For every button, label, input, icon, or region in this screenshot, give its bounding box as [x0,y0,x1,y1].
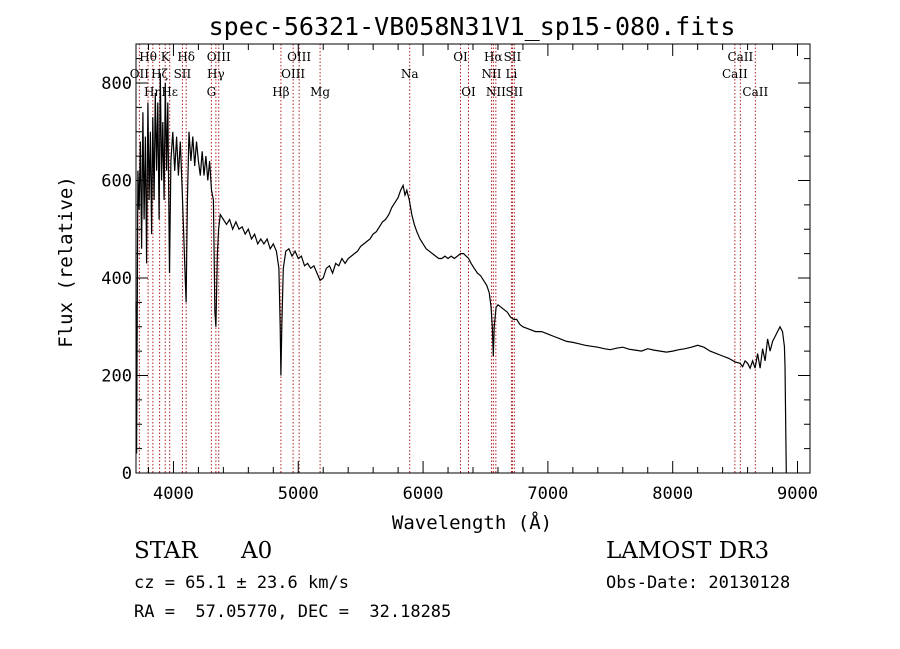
plot-frame [135,43,811,474]
line-label-19: NII [481,67,501,81]
line-label-7: Hδ [177,50,195,64]
y-tick-label-400: 400 [101,269,132,289]
line-label-12: OIII [287,50,311,64]
y-tick-label-200: 200 [101,367,132,387]
line-label-24: CaII [727,50,753,64]
spectrum-series-line [135,73,787,474]
line-label-16: OI [453,50,468,64]
y-axis-ticks: 0 200 400 600 800 [101,58,810,484]
line-label-5: Hε [161,85,178,99]
line-label-6: SII [174,67,192,81]
line-label-10: G [207,85,217,99]
x-tick-label-9000: 9000 [777,484,818,504]
redshift-velocity: cz = 65.1 ± 23.6 km/s [134,573,349,593]
line-label-9: Hγ [207,67,225,81]
line-label-15: Na [401,67,419,81]
line-label-26: CaII [742,85,768,99]
line-label-17: OI [461,85,476,99]
x-tick-label-8000: 8000 [652,484,693,504]
object-subclass: A0 [241,538,273,564]
line-label-11: Hβ [272,85,289,99]
y-tick-label-0: 0 [122,464,132,484]
line-label-13: OIII [281,67,305,81]
x-tick-label-4000: 4000 [153,484,194,504]
line-label-4: K [161,50,171,64]
line-label-25: CaII [722,67,748,81]
sky-coordinates: RA = 57.05770, DEC = 32.18285 [134,602,452,622]
line-label-20: NII [486,85,506,99]
x-tick-label-6000: 6000 [403,484,444,504]
line-label-8: OIII [207,50,231,64]
y-axis-label: Flux (relative) [55,176,77,348]
line-label-22: Li [506,67,518,81]
observation-date: Obs-Date: 20130128 [606,573,791,593]
line-label-0: Hθ [139,50,157,64]
x-tick-label-7000: 7000 [527,484,568,504]
spectral-line-markers [138,44,756,473]
x-axis-ticks: 4000 5000 6000 7000 8000 9000 [147,44,818,504]
line-label-18: Hα [484,50,503,64]
y-tick-label-800: 800 [101,74,132,94]
x-tick-label-5000: 5000 [278,484,319,504]
line-label-2: Hη [144,85,162,99]
survey-name: LAMOST DR3 [606,538,770,564]
line-label-21: SII [504,50,522,64]
object-class: STAR [134,538,198,564]
line-label-14: Mg [310,85,330,99]
y-tick-label-600: 600 [101,172,132,192]
line-label-23: SII [505,85,523,99]
line-label-1: OII [130,67,150,81]
x-axis-label: Wavelength (Å) [392,511,552,534]
chart-title: spec-56321-VB058N31V1_sp15-080.fits [209,12,736,41]
